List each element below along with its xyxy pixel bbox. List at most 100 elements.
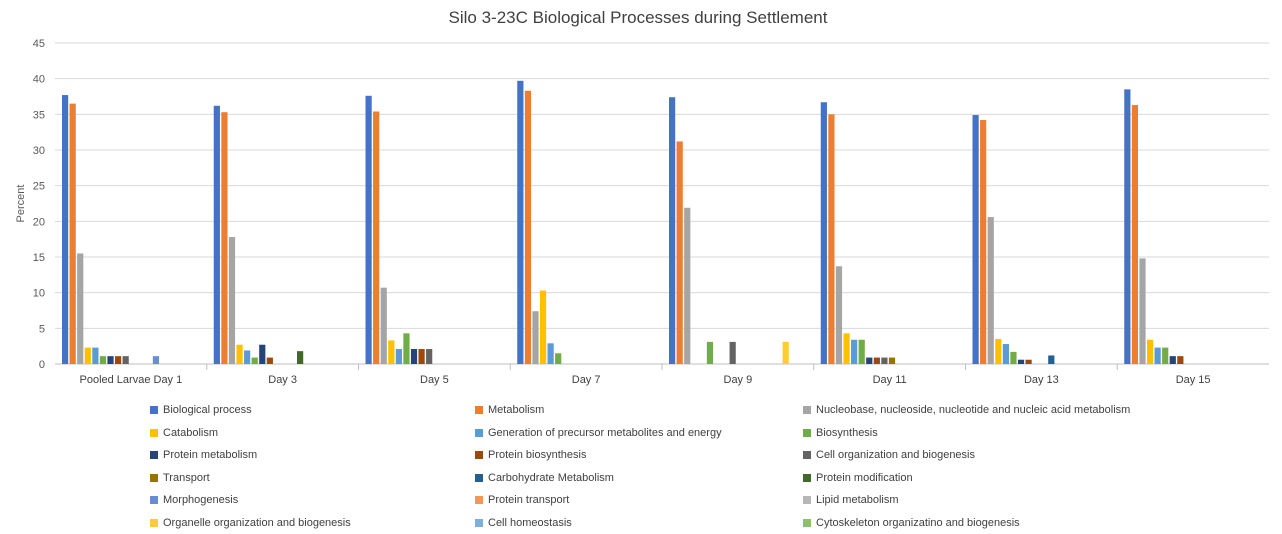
bar — [1162, 348, 1168, 364]
bar — [995, 339, 1001, 364]
legend-label: Protein modification — [816, 472, 913, 484]
bar — [821, 102, 827, 364]
y-axis-label: Percent — [15, 185, 27, 223]
gridlines — [55, 43, 1269, 364]
bar — [373, 111, 379, 364]
legend-swatch — [475, 451, 483, 459]
legend-label: Lipid metabolism — [816, 494, 899, 506]
chart-title: Silo 3-23C Biological Processes during S… — [449, 8, 828, 27]
bar — [859, 340, 865, 364]
legend-label: Organelle organization and biogenesis — [163, 517, 351, 529]
bar — [1147, 340, 1153, 364]
y-tick-label: 45 — [33, 38, 45, 50]
bar — [828, 114, 834, 364]
legend-label: Protein biosynthesis — [488, 449, 586, 461]
bar — [1025, 360, 1031, 364]
bar — [851, 340, 857, 364]
bar — [221, 112, 227, 364]
legend-item: Morphogenesis — [150, 494, 475, 506]
legend-swatch — [150, 406, 158, 414]
bar — [77, 253, 83, 364]
bar — [1010, 352, 1016, 364]
legend-label: Biosynthesis — [816, 427, 878, 439]
legend-label: Cell organization and biogenesis — [816, 449, 975, 461]
bar — [881, 358, 887, 364]
y-tick-label: 15 — [33, 252, 45, 264]
x-tick-label: Day 15 — [1176, 374, 1211, 386]
legend-swatch — [150, 429, 158, 437]
legend-item: Nucleobase, nucleoside, nucleotide and n… — [803, 404, 1130, 416]
y-tick-label: 35 — [33, 109, 45, 121]
bar — [244, 350, 250, 364]
chart: Silo 3-23C Biological Processes during S… — [0, 0, 1282, 400]
bar — [1003, 344, 1009, 364]
bar — [85, 348, 91, 364]
bar — [525, 91, 531, 364]
bar — [1132, 105, 1138, 364]
legend-label: Nucleobase, nucleoside, nucleotide and n… — [816, 404, 1130, 416]
bars — [62, 81, 1183, 364]
x-tick-label: Day 7 — [572, 374, 601, 386]
legend-swatch — [803, 451, 811, 459]
bar — [100, 356, 106, 364]
bar — [418, 349, 424, 364]
legend-row: Morphogenesis Protein transport Lipid meta… — [150, 489, 1160, 512]
legend-label: Morphogenesis — [163, 494, 238, 506]
bar — [730, 342, 736, 364]
bar — [1139, 258, 1145, 364]
bar — [555, 353, 561, 364]
legend-swatch — [150, 496, 158, 504]
bar — [1155, 348, 1161, 364]
bar — [214, 106, 220, 364]
legend-swatch — [150, 474, 158, 482]
y-tick-label: 0 — [39, 359, 45, 371]
legend-swatch — [803, 519, 811, 527]
legend-item: Lipid metabolism — [803, 494, 899, 506]
bar — [517, 81, 523, 364]
bar — [115, 356, 121, 364]
bar — [1177, 356, 1183, 364]
bar — [677, 141, 683, 364]
legend-item: Cell organization and biogenesis — [803, 449, 975, 461]
x-tick-label: Day 11 — [873, 374, 907, 386]
bar — [229, 237, 235, 364]
legend-label: Biological process — [163, 404, 252, 416]
legend-swatch — [803, 406, 811, 414]
legend-swatch — [803, 496, 811, 504]
bar — [783, 342, 789, 364]
legend-swatch — [150, 519, 158, 527]
bar — [707, 342, 713, 364]
bar — [1170, 356, 1176, 364]
bar — [396, 349, 402, 364]
legend-swatch — [803, 474, 811, 482]
x-tick-label: Day 5 — [420, 374, 449, 386]
legend-item: Biosynthesis — [803, 427, 878, 439]
bar — [1018, 360, 1024, 364]
legend-swatch — [475, 474, 483, 482]
legend-swatch — [475, 519, 483, 527]
bar — [62, 95, 68, 364]
y-tick-label: 25 — [33, 181, 45, 193]
y-tick-label: 10 — [33, 288, 45, 300]
y-tick-label: 30 — [33, 145, 45, 157]
legend-item: Generation of precursor metabolites and … — [475, 427, 803, 439]
bar — [540, 291, 546, 364]
bar — [366, 96, 372, 364]
bar — [1124, 89, 1130, 364]
legend-label: Cell homeostasis — [488, 517, 572, 529]
legend-item: Cytoskeleton organizatino and biogenesis — [803, 517, 1020, 529]
legend-label: Generation of precursor metabolites and … — [488, 427, 722, 439]
legend-label: Cytoskeleton organizatino and biogenesis — [816, 517, 1020, 529]
y-tick-label: 20 — [33, 216, 45, 228]
legend-item: Protein modification — [803, 472, 913, 484]
legend-item: Protein transport — [475, 494, 803, 506]
bar — [532, 311, 538, 364]
bar — [236, 345, 242, 364]
y-tick-label: 5 — [39, 323, 45, 335]
